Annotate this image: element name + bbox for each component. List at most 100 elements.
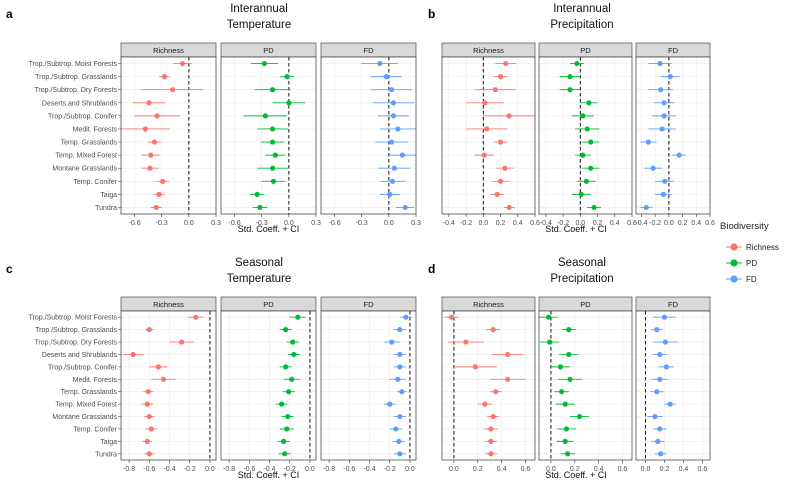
data-point	[397, 413, 403, 420]
data-point	[557, 364, 564, 370]
data-point	[658, 451, 664, 457]
category-label: Deserts and Shrublands	[42, 100, 118, 107]
category-label: Temp. Grasslands	[61, 389, 118, 396]
data-point	[657, 426, 663, 432]
data-point	[490, 413, 496, 420]
data-point	[269, 126, 276, 132]
x-tick-label: 0.0	[641, 466, 651, 473]
x-tick-label: -0.4	[443, 220, 455, 227]
category-label: Montane Grasslands	[52, 166, 117, 173]
facet-strip-label: PD	[263, 300, 274, 309]
facet-border	[441, 310, 536, 461]
panel-letter: d	[428, 262, 435, 276]
data-point	[286, 100, 292, 106]
x-tick-label: -0.3	[356, 220, 368, 227]
data-point	[169, 87, 176, 93]
x-tick-label: 0.0	[384, 220, 394, 227]
data-point	[588, 165, 594, 171]
data-point	[269, 139, 276, 145]
facet-border	[220, 310, 317, 461]
data-point	[503, 60, 509, 67]
x-tick-label: 0.4	[610, 220, 620, 227]
data-point	[387, 401, 393, 407]
facet-background	[636, 311, 710, 460]
facet-background	[221, 311, 316, 460]
data-point	[388, 87, 395, 93]
data-point	[155, 364, 161, 370]
x-tick-label: 0.6	[698, 466, 708, 473]
x-tick-label: -0.6	[343, 466, 355, 473]
panel-letter: b	[428, 7, 435, 21]
data-point	[660, 191, 667, 197]
category-label: Temp. Grasslands	[61, 140, 118, 147]
legend-title: Biodiversity	[720, 221, 769, 232]
x-tick-label: -0.3	[156, 220, 168, 227]
x-tick-label: 0.0	[449, 466, 459, 473]
data-point	[377, 60, 383, 67]
category-label: Temp. Conifer	[73, 426, 117, 433]
x-tick-label: 0.0	[575, 220, 585, 227]
x-tick-label: 0.0	[546, 466, 556, 473]
x-axis-title: Std. Coeff. + CI	[545, 224, 607, 234]
panel-letter: c	[6, 262, 13, 276]
data-point	[393, 426, 399, 432]
facet-background	[442, 311, 535, 460]
data-point	[261, 60, 268, 67]
data-point	[663, 364, 669, 370]
data-point	[291, 351, 297, 358]
panel-c: c Seasonal Temperature Trop./Subtrop. Moist…	[6, 257, 417, 480]
data-point	[657, 60, 663, 67]
data-point	[145, 389, 151, 395]
data-point	[387, 191, 393, 197]
facet-border	[538, 56, 633, 215]
data-point	[657, 376, 663, 382]
facet-strip-label: FD	[364, 46, 375, 55]
data-point	[643, 204, 649, 211]
data-point	[144, 401, 150, 407]
data-point	[399, 389, 405, 395]
facet-strip-label: Richness	[473, 46, 504, 55]
data-point	[584, 126, 590, 132]
x-tick-label: 0.4	[691, 220, 701, 227]
data-point	[397, 327, 403, 333]
data-point	[193, 314, 199, 320]
facet-background	[121, 57, 216, 214]
data-point	[562, 438, 568, 444]
data-point	[281, 438, 287, 444]
data-point	[448, 314, 455, 320]
data-point	[586, 100, 592, 106]
panel-a: a Interannual Temperature Trop./Subtrop. Mo…	[6, 3, 421, 234]
data-point	[583, 178, 589, 184]
legend-label-pd: PD	[746, 259, 757, 268]
data-point	[497, 139, 504, 145]
data-point	[662, 178, 668, 184]
data-point	[497, 74, 504, 80]
facet-background	[321, 311, 416, 460]
data-point	[493, 389, 499, 395]
x-tick-label: 0.0	[405, 466, 415, 473]
facet-border	[320, 56, 417, 215]
x-tick-label: 0.6	[618, 466, 628, 473]
panel-letter: a	[6, 7, 13, 21]
x-tick-label: 0.3	[211, 220, 221, 227]
panel-title-line: Temperature	[227, 19, 292, 31]
data-point	[284, 74, 290, 80]
x-tick-label: 0.2	[473, 466, 483, 473]
x-tick-label: 0.4	[497, 466, 507, 473]
x-tick-label: 0.2	[678, 220, 688, 227]
data-point	[142, 126, 149, 132]
facet-border	[635, 310, 711, 461]
category-label: Medit. Forests	[73, 377, 118, 384]
x-tick-label: 0.0	[305, 466, 315, 473]
x-tick-label: -0.3	[256, 220, 268, 227]
data-point	[390, 100, 396, 106]
data-point	[482, 401, 488, 407]
data-point	[146, 451, 152, 457]
data-point	[676, 152, 682, 158]
data-point	[661, 100, 667, 106]
x-tick-label: -0.2	[460, 220, 472, 227]
data-point	[283, 364, 289, 370]
data-point	[472, 364, 478, 370]
data-point	[580, 152, 586, 158]
